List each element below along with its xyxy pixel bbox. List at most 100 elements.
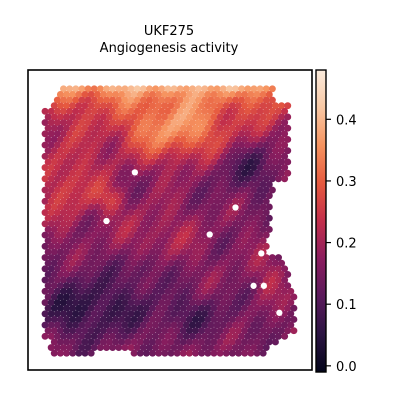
tissue-spot: [146, 209, 153, 217]
tissue-spot: [41, 164, 49, 172]
tissue-spot: [66, 265, 74, 273]
tissue-spot: [152, 186, 160, 194]
tissue-spot: [41, 141, 49, 149]
tissue-spot: [103, 321, 110, 329]
tissue-spot: [53, 254, 61, 262]
missing-spot: [250, 282, 257, 289]
tissue-spot: [155, 259, 163, 267]
tissue-spot: [75, 180, 83, 188]
tissue-spot: [155, 338, 163, 346]
tissue-spot: [118, 315, 126, 323]
tissue-spot: [56, 192, 64, 200]
tissue-spot: [47, 220, 55, 228]
tissue-spot: [112, 135, 120, 143]
tissue-spot: [228, 315, 236, 323]
missing-spot: [206, 231, 213, 238]
tissue-spot: [167, 180, 175, 188]
tissue-spot: [244, 197, 252, 205]
tissue-spot: [185, 237, 193, 245]
tissue-spot: [179, 282, 187, 290]
tissue-spot: [195, 107, 203, 115]
tissue-spot: [155, 225, 163, 233]
tissue-spot: [170, 299, 178, 307]
tissue-spot: [250, 96, 258, 104]
tissue-spot: [232, 220, 239, 228]
tissue-spot: [201, 321, 209, 329]
tissue-spot: [182, 186, 190, 194]
tissue-spot: [41, 130, 49, 138]
tissue-spot: [146, 265, 153, 273]
tissue-spot: [81, 158, 89, 166]
tissue-spot: [103, 310, 110, 318]
tissue-spot: [265, 147, 273, 155]
tissue-spot: [195, 287, 203, 295]
tissue-spot: [130, 248, 138, 256]
tissue-spot: [124, 113, 132, 121]
tissue-spot: [93, 180, 101, 188]
tissue-spot: [244, 299, 252, 307]
tissue-spot: [247, 259, 255, 267]
tissue-spot: [66, 242, 74, 250]
tissue-spot: [75, 203, 83, 211]
tissue-spot: [179, 147, 187, 155]
tissue-spot: [96, 209, 104, 217]
tissue-spot: [72, 209, 80, 217]
tissue-spot: [56, 237, 64, 245]
tissue-spot: [164, 175, 172, 183]
tissue-spot: [259, 180, 267, 188]
tissue-spot: [50, 338, 58, 346]
tissue-spot: [210, 102, 218, 110]
tissue-spot: [99, 90, 107, 98]
tissue-spot: [225, 220, 233, 228]
tissue-spot: [170, 164, 178, 172]
tissue-spot: [213, 231, 221, 239]
tissue-spot: [99, 135, 107, 143]
tissue-spot: [228, 124, 236, 132]
tissue-spot: [170, 175, 178, 183]
tissue-spot: [179, 327, 187, 335]
tissue-spot: [75, 169, 83, 177]
tissue-spot: [210, 113, 218, 121]
tissue-spot: [253, 90, 261, 98]
tissue-spot: [207, 197, 215, 205]
tissue-spot: [250, 107, 258, 115]
tissue-spot: [90, 107, 98, 115]
tissue-spot: [262, 141, 270, 149]
tissue-spot: [56, 158, 64, 166]
tissue-spot: [259, 259, 267, 267]
tissue-spot: [173, 102, 181, 110]
tissue-spot: [278, 135, 286, 143]
tissue-spot: [207, 152, 215, 160]
tissue-spot: [130, 135, 138, 143]
tissue-spot: [281, 141, 289, 149]
tissue-spot: [207, 344, 215, 352]
tissue-spot: [182, 231, 190, 239]
tissue-spot: [253, 192, 261, 200]
tissue-spot: [149, 327, 157, 335]
tissue-spot: [189, 119, 196, 127]
tissue-spot: [216, 259, 224, 267]
tissue-spot: [136, 327, 144, 335]
tissue-spot: [219, 186, 227, 194]
tissue-spot: [281, 152, 289, 160]
tissue-spot: [69, 237, 77, 245]
tissue-spot: [265, 293, 273, 301]
tissue-spot: [192, 113, 200, 121]
tissue-spot: [47, 119, 55, 127]
tissue-spot: [182, 152, 190, 160]
tissue-spot: [284, 169, 292, 177]
tissue-spot: [146, 242, 153, 250]
tissue-spot: [106, 102, 114, 110]
tissue-spot: [60, 321, 67, 329]
tissue-spot: [130, 349, 138, 357]
tissue-spot: [225, 175, 233, 183]
tissue-spot: [268, 310, 276, 318]
tissue-spot: [164, 276, 172, 284]
tissue-spot: [219, 130, 227, 138]
tissue-spot: [185, 90, 193, 98]
tissue-spot: [167, 135, 175, 143]
tissue-spot: [142, 315, 150, 323]
tissue-spot: [81, 304, 89, 312]
tissue-spot: [136, 214, 144, 222]
tissue-spot: [136, 90, 144, 98]
